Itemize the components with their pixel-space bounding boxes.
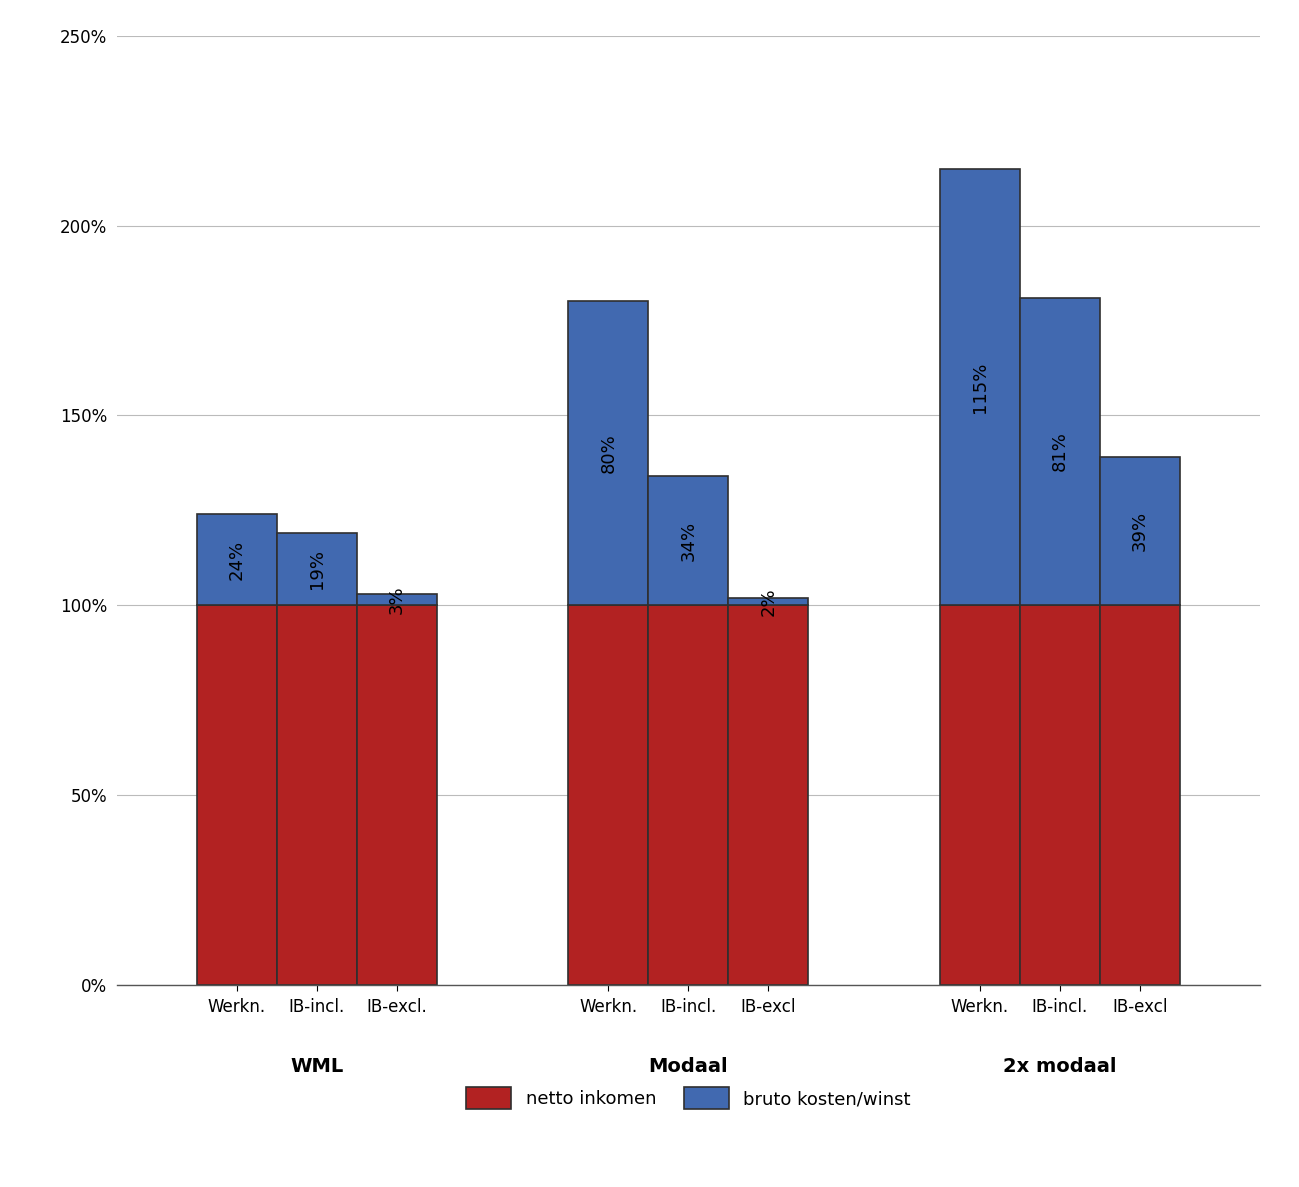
- Bar: [1020, 298, 1100, 605]
- Bar: [277, 605, 357, 985]
- Text: 19%: 19%: [308, 550, 326, 589]
- Bar: [569, 301, 648, 605]
- Bar: [1100, 605, 1179, 985]
- Bar: [197, 514, 277, 605]
- Text: 115%: 115%: [970, 361, 989, 413]
- Bar: [357, 594, 436, 605]
- Bar: [940, 169, 1020, 605]
- Text: 3%: 3%: [388, 585, 407, 614]
- Legend: netto inkomen, bruto kosten/winst: netto inkomen, bruto kosten/winst: [466, 1087, 911, 1109]
- Bar: [1100, 457, 1179, 605]
- Text: 2%: 2%: [760, 588, 778, 616]
- Text: 24%: 24%: [227, 540, 246, 580]
- Bar: [648, 605, 729, 985]
- Bar: [277, 533, 357, 605]
- Bar: [357, 605, 436, 985]
- Text: 2x modaal: 2x modaal: [1003, 1058, 1117, 1077]
- Bar: [729, 605, 808, 985]
- Text: 39%: 39%: [1131, 512, 1150, 552]
- Bar: [648, 476, 729, 605]
- Text: WML: WML: [291, 1058, 343, 1077]
- Text: 34%: 34%: [679, 521, 698, 561]
- Text: Modaal: Modaal: [648, 1058, 729, 1077]
- Bar: [1020, 605, 1100, 985]
- Text: 81%: 81%: [1051, 432, 1069, 471]
- Text: 80%: 80%: [599, 433, 617, 474]
- Bar: [940, 605, 1020, 985]
- Bar: [197, 605, 277, 985]
- Bar: [569, 605, 648, 985]
- Bar: [729, 598, 808, 605]
